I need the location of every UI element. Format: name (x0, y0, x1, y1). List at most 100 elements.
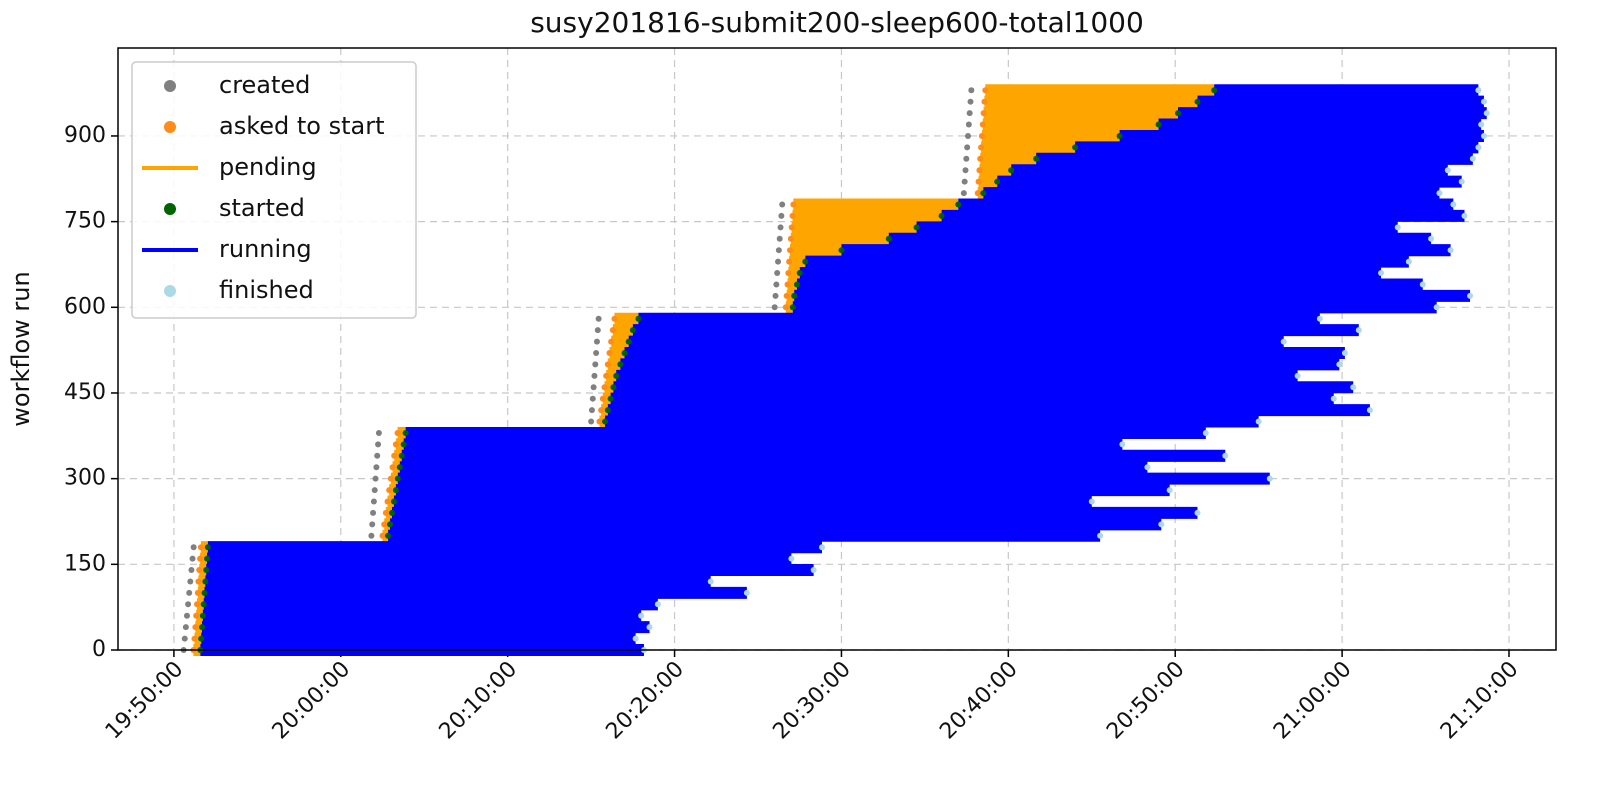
point (189, 555, 196, 562)
point (796, 270, 803, 277)
point (391, 452, 398, 459)
point (198, 635, 205, 642)
point (775, 247, 782, 254)
point (381, 521, 388, 528)
point (392, 441, 399, 448)
point (394, 429, 401, 436)
point (787, 235, 794, 242)
point (955, 201, 962, 208)
point (196, 567, 203, 574)
point (968, 87, 975, 94)
x-tick-label: 20:50:00 (1102, 657, 1190, 745)
point (654, 601, 661, 608)
point (1480, 132, 1487, 139)
point (590, 384, 597, 391)
legend-label: asked to start (219, 112, 385, 140)
point (193, 601, 200, 608)
point (1378, 270, 1385, 277)
point (187, 578, 194, 585)
point (1475, 87, 1482, 94)
point (1222, 452, 1229, 459)
legend-label: pending (219, 153, 317, 181)
point (385, 532, 392, 539)
point (1480, 98, 1487, 105)
point (1330, 395, 1337, 402)
point (392, 487, 399, 494)
point (386, 487, 393, 494)
point (802, 258, 809, 265)
y-tick-label: 600 (64, 294, 106, 319)
point (743, 589, 750, 596)
point (776, 235, 783, 242)
point (1280, 338, 1287, 345)
y-tick-label: 300 (64, 466, 106, 491)
point (784, 281, 791, 288)
point (1336, 361, 1343, 368)
point (1450, 201, 1457, 208)
point (976, 167, 983, 174)
point (1155, 121, 1162, 128)
point (604, 407, 611, 414)
point (610, 384, 617, 391)
point (1405, 258, 1412, 265)
point (966, 110, 973, 117)
point (772, 292, 779, 299)
point (1166, 487, 1173, 494)
point (369, 521, 376, 528)
point (192, 624, 199, 631)
y-tick-label: 900 (64, 123, 106, 148)
point (789, 212, 796, 219)
point (980, 110, 987, 117)
point (1266, 475, 1273, 482)
point (778, 212, 785, 219)
point (965, 121, 972, 128)
point (394, 475, 401, 482)
point (190, 544, 197, 551)
x-tick-label: 20:20:00 (602, 657, 690, 745)
point (592, 361, 599, 368)
point (203, 567, 210, 574)
point (1194, 509, 1201, 516)
point (977, 155, 984, 162)
point (193, 612, 200, 619)
point (635, 315, 642, 322)
point (186, 589, 193, 596)
point (375, 441, 382, 448)
x-tick-label: 20:10:00 (435, 657, 523, 745)
point (595, 315, 602, 322)
point (775, 258, 782, 265)
legend-label: created (219, 71, 310, 99)
point (198, 624, 205, 631)
point (1467, 292, 1474, 299)
point (1116, 132, 1123, 139)
point (183, 612, 190, 619)
point (783, 292, 790, 299)
point (373, 464, 380, 471)
point (611, 315, 618, 322)
point (594, 327, 601, 334)
point (390, 498, 397, 505)
point (588, 407, 595, 414)
point (978, 144, 985, 151)
point (372, 475, 379, 482)
point (382, 509, 389, 516)
point (913, 224, 920, 231)
point (1483, 110, 1490, 117)
point (197, 555, 204, 562)
point (1475, 144, 1482, 151)
point (370, 498, 377, 505)
point (773, 281, 780, 288)
point (181, 635, 188, 642)
point (1119, 441, 1126, 448)
point (1436, 190, 1443, 197)
point (1072, 144, 1079, 151)
point (786, 247, 793, 254)
y-tick-label: 150 (64, 551, 106, 576)
point (204, 544, 211, 551)
point (779, 201, 786, 208)
point (789, 304, 796, 311)
chart-title: susy201816-submit200-sleep600-total1000 (530, 6, 1144, 39)
point (963, 155, 970, 162)
point (593, 349, 600, 356)
x-tick-label: 21:10:00 (1436, 657, 1524, 745)
